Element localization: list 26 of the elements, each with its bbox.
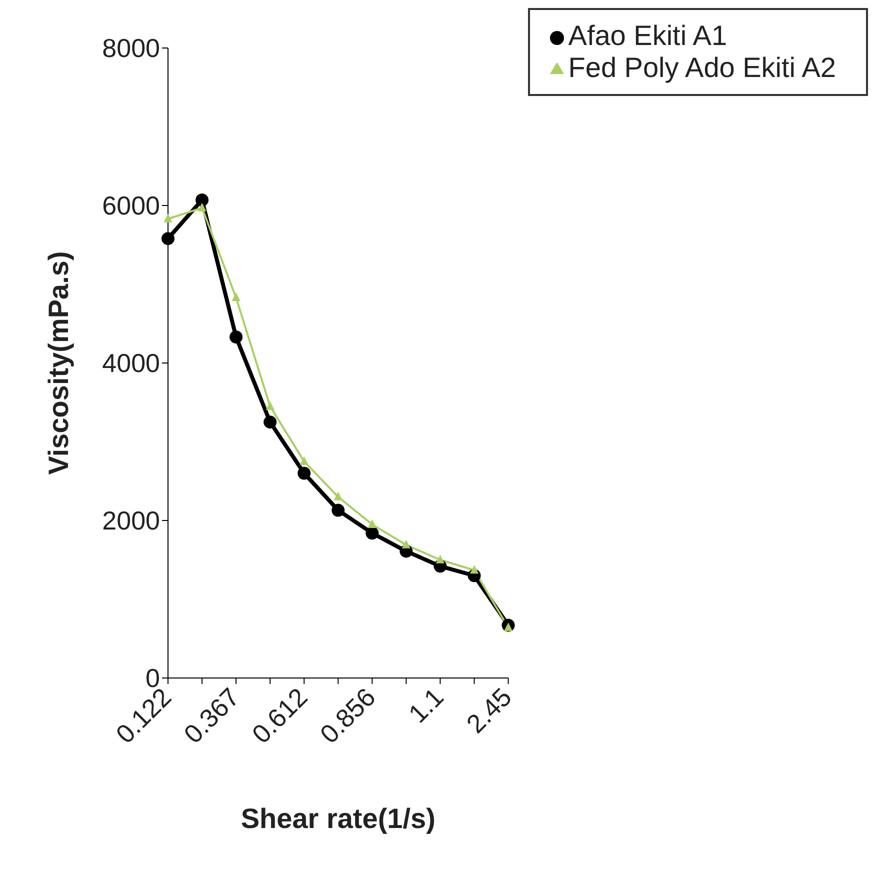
point: [266, 402, 274, 410]
y-tick-label: 2000: [102, 506, 160, 536]
legend-label: Fed Poly Ado Ekiti A2: [568, 52, 836, 83]
x-axis-title: Shear rate(1/s): [240, 803, 436, 834]
point: [232, 293, 240, 302]
point: [230, 330, 243, 344]
point: [470, 566, 478, 574]
y-tick-label: 8000: [102, 33, 160, 64]
y-tick-label: 6000: [102, 190, 160, 221]
y-axis-title: Viscosity(mPa.s): [42, 251, 74, 475]
point: [332, 504, 345, 517]
legend-label: Afao Ekiti A1: [568, 20, 728, 51]
y-tick-label: 4000: [102, 348, 160, 378]
point: [366, 526, 379, 540]
point: [264, 416, 277, 429]
x-tick-label: 1.1: [402, 682, 450, 729]
point: [164, 214, 172, 222]
point: [436, 555, 444, 564]
point: [198, 203, 206, 212]
point: [300, 456, 308, 465]
point: [402, 540, 410, 548]
point: [162, 232, 174, 246]
point: [196, 193, 209, 206]
point: [334, 492, 342, 500]
point: [298, 466, 311, 480]
point: [368, 520, 376, 528]
